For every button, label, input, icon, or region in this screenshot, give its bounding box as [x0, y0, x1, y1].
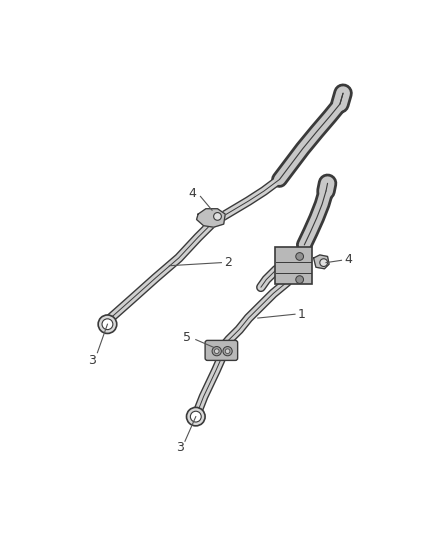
Circle shape [296, 276, 304, 284]
Text: 4: 4 [345, 253, 353, 266]
Circle shape [212, 346, 221, 356]
FancyBboxPatch shape [205, 341, 238, 360]
Text: 4: 4 [188, 187, 196, 200]
Circle shape [296, 253, 304, 260]
Text: 2: 2 [224, 256, 232, 269]
Text: 3: 3 [88, 354, 96, 367]
FancyBboxPatch shape [275, 247, 312, 284]
Circle shape [214, 349, 219, 353]
Circle shape [214, 213, 221, 220]
Circle shape [98, 315, 117, 334]
Circle shape [225, 349, 230, 353]
Circle shape [191, 411, 201, 422]
Polygon shape [197, 209, 225, 227]
Circle shape [102, 319, 113, 329]
Text: 1: 1 [297, 308, 305, 321]
Text: 5: 5 [183, 331, 191, 344]
Circle shape [320, 259, 328, 266]
Circle shape [187, 407, 205, 426]
Text: 3: 3 [177, 441, 184, 454]
Polygon shape [314, 255, 329, 269]
Circle shape [223, 346, 232, 356]
